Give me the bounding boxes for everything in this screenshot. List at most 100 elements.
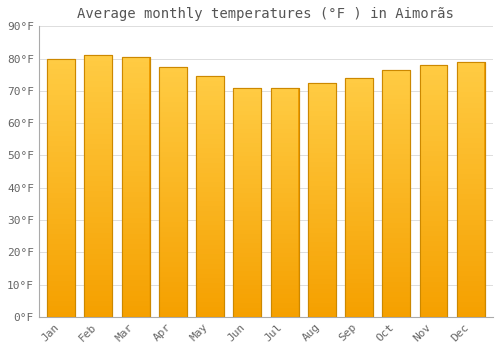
Bar [234, 225, 261, 230]
Bar [308, 284, 336, 289]
Bar [420, 226, 448, 231]
Bar [48, 64, 75, 69]
Bar [271, 299, 298, 303]
Bar [122, 88, 150, 93]
Bar [234, 170, 261, 175]
Bar [234, 138, 261, 142]
Bar [196, 76, 224, 317]
Bar [271, 271, 298, 275]
Bar [308, 116, 336, 120]
Bar [159, 312, 186, 317]
Bar [420, 241, 448, 246]
Bar [48, 162, 75, 167]
Bar [234, 253, 261, 257]
Bar [457, 108, 484, 113]
Bar [457, 164, 484, 169]
Bar [234, 88, 262, 317]
Bar [196, 293, 224, 297]
Bar [84, 212, 112, 217]
Bar [345, 102, 373, 107]
Bar [457, 148, 484, 154]
Bar [84, 280, 112, 286]
Bar [420, 246, 448, 251]
Bar [308, 289, 336, 293]
Bar [159, 87, 186, 92]
Bar [457, 103, 484, 108]
Bar [308, 125, 336, 130]
Bar [382, 277, 410, 282]
Bar [159, 147, 186, 152]
Bar [84, 259, 112, 265]
Bar [159, 167, 186, 172]
Bar [159, 247, 186, 252]
Bar [457, 199, 484, 205]
Bar [196, 264, 224, 269]
Bar [345, 116, 373, 121]
Bar [420, 206, 448, 211]
Bar [271, 175, 298, 179]
Bar [48, 110, 75, 116]
Bar [308, 195, 336, 200]
Bar [84, 296, 112, 301]
Bar [48, 74, 75, 79]
Bar [420, 211, 448, 216]
Bar [382, 174, 410, 178]
Bar [345, 212, 373, 217]
Bar [382, 203, 410, 208]
Bar [382, 302, 410, 307]
Bar [382, 154, 410, 159]
Bar [196, 153, 224, 158]
Bar [84, 312, 112, 317]
Bar [159, 132, 186, 137]
Bar [196, 235, 224, 240]
Bar [382, 164, 410, 169]
Bar [196, 230, 224, 235]
Bar [345, 298, 373, 302]
Bar [345, 307, 373, 312]
Bar [382, 169, 410, 174]
Bar [345, 121, 373, 126]
Bar [159, 77, 186, 82]
Bar [159, 102, 186, 107]
Bar [457, 92, 484, 98]
Bar [457, 67, 484, 72]
Bar [196, 158, 224, 163]
Bar [159, 117, 186, 122]
Bar [48, 301, 75, 307]
Bar [122, 306, 150, 312]
Bar [159, 142, 186, 147]
Bar [84, 290, 112, 296]
Bar [382, 233, 410, 238]
Bar [308, 312, 336, 317]
Bar [308, 88, 336, 92]
Bar [196, 144, 224, 148]
Bar [122, 98, 150, 104]
Bar [308, 92, 336, 97]
Bar [271, 225, 298, 230]
Bar [159, 297, 186, 302]
Bar [271, 92, 298, 97]
Bar [122, 229, 150, 234]
Bar [159, 92, 186, 97]
Bar [122, 187, 150, 192]
Bar [84, 306, 112, 312]
Bar [48, 116, 75, 120]
Bar [345, 183, 373, 188]
Bar [457, 225, 484, 230]
Bar [196, 225, 224, 230]
Bar [382, 297, 410, 302]
Bar [84, 92, 112, 97]
Bar [271, 289, 298, 294]
Bar [345, 207, 373, 212]
Bar [308, 293, 336, 298]
Bar [159, 122, 186, 127]
Bar [47, 58, 75, 317]
Bar [48, 214, 75, 219]
Bar [48, 229, 75, 234]
Bar [234, 299, 261, 303]
Bar [234, 211, 261, 216]
Bar [457, 276, 484, 281]
Bar [48, 126, 75, 131]
Bar [457, 261, 484, 266]
Bar [84, 165, 112, 170]
